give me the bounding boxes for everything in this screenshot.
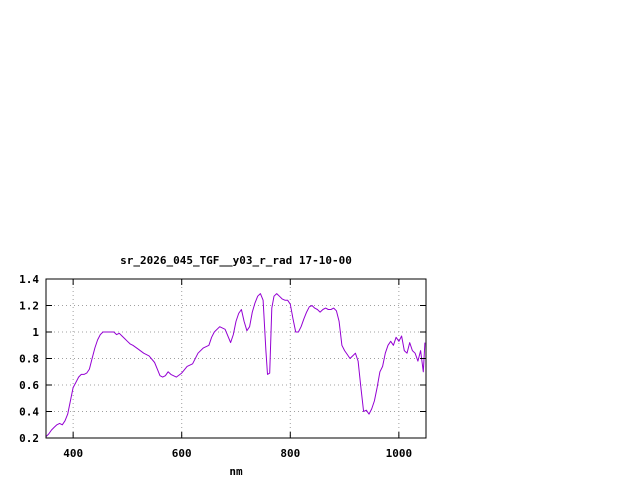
- x-tick-label: 600: [172, 447, 192, 460]
- x-axis-label: nm: [229, 465, 243, 478]
- x-tick-label: 400: [63, 447, 83, 460]
- y-tick-label: 0.4: [19, 406, 39, 419]
- y-tick-label: 0.6: [19, 379, 39, 392]
- x-tick-label: 800: [280, 447, 300, 460]
- series-layer: [45, 293, 426, 438]
- y-tick-label: 0.8: [19, 353, 39, 366]
- x-tick-label: 1000: [386, 447, 413, 460]
- y-tick-label: 1.4: [19, 273, 39, 286]
- y-tick-label: 1: [32, 326, 39, 339]
- y-tick-label: 1.2: [19, 300, 39, 313]
- series-line: [45, 293, 426, 438]
- grid: [46, 279, 426, 438]
- tick-layer: 400 600 800 1000 0.2 0.4 0.6 0.8 1 1.2 1.4: [19, 273, 426, 460]
- y-tick-label: 0.2: [19, 432, 39, 445]
- chart-title: sr_2026_045_TGF__y03_r_rad 17-10-00: [120, 254, 352, 267]
